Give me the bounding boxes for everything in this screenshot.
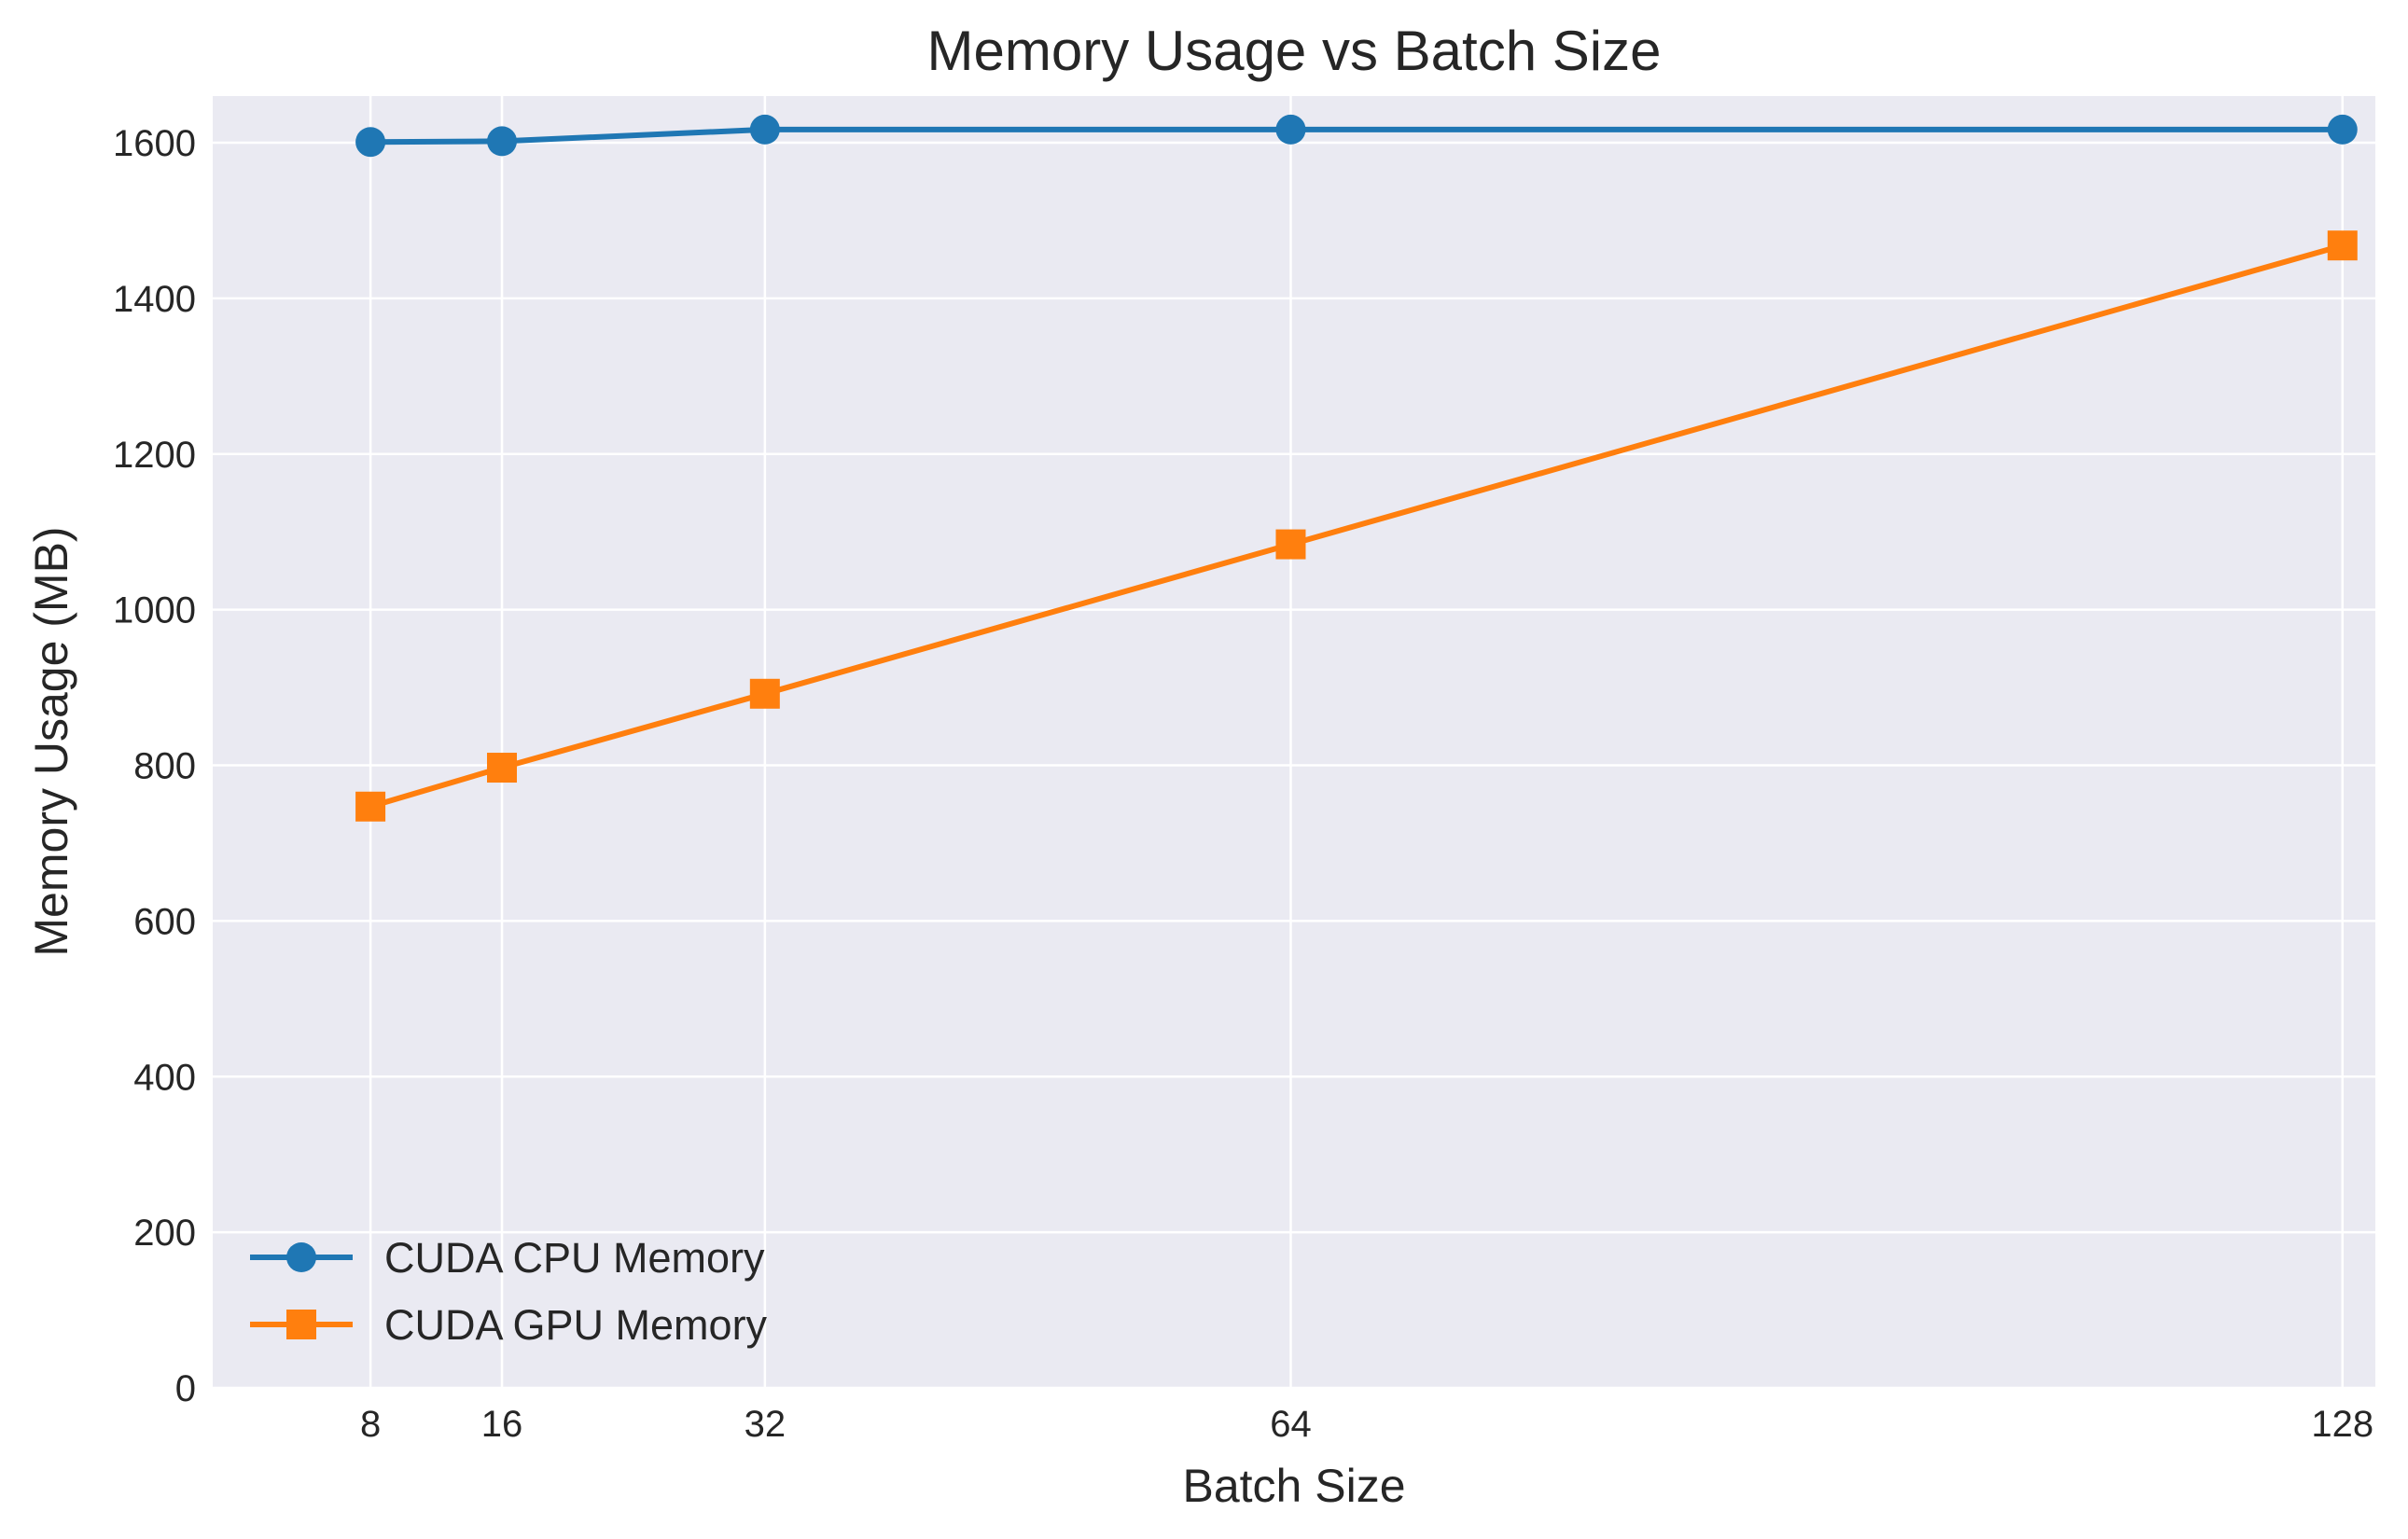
series-cuda-gpu-memory [355,230,2358,822]
grid [213,96,2375,1390]
x-axis-title: Batch Size [1182,1460,1405,1512]
chart-title: Memory Usage vs Batch Size [927,20,1662,82]
y-tick-label: 0 [175,1368,196,1409]
data-point [355,127,386,158]
data-point [1275,529,1306,560]
data-point [487,753,518,783]
x-axis-ticks: 8 16 32 64 128 [360,1404,2373,1445]
legend-marker-cpu [286,1242,316,1272]
y-axis-ticks: 0 200 400 600 800 1000 1200 1400 1600 [113,123,196,1409]
data-point [2327,114,2358,145]
y-tick-label: 400 [133,1057,196,1098]
plot-area [213,96,2375,1388]
y-axis-title: Memory Usage (MB) [25,526,77,956]
y-tick-label: 600 [133,901,196,942]
y-tick-label: 800 [133,746,196,787]
y-tick-label: 1200 [113,435,196,476]
y-tick-label: 1400 [113,279,196,320]
data-point [749,114,780,145]
legend-marker-gpu [286,1310,316,1339]
series-cuda-cpu-memory [355,114,2358,158]
x-tick-label: 16 [481,1404,523,1445]
x-tick-label: 128 [2311,1404,2373,1445]
data-point [2327,230,2358,261]
legend-label-cpu: CUDA CPU Memory [384,1234,765,1282]
data-point [1275,114,1306,145]
x-tick-label: 32 [745,1404,786,1445]
data-point [487,126,518,157]
legend: CUDA CPU Memory CUDA GPU Memory [250,1234,768,1349]
x-tick-label: 8 [360,1404,381,1445]
data-point [355,791,386,822]
series-layer [355,114,2358,822]
y-tick-label: 200 [133,1213,196,1254]
x-tick-label: 64 [1270,1404,1312,1445]
data-point [749,678,780,709]
y-tick-label: 1600 [113,123,196,164]
legend-label-gpu: CUDA GPU Memory [384,1301,768,1349]
y-tick-label: 1000 [113,590,196,631]
